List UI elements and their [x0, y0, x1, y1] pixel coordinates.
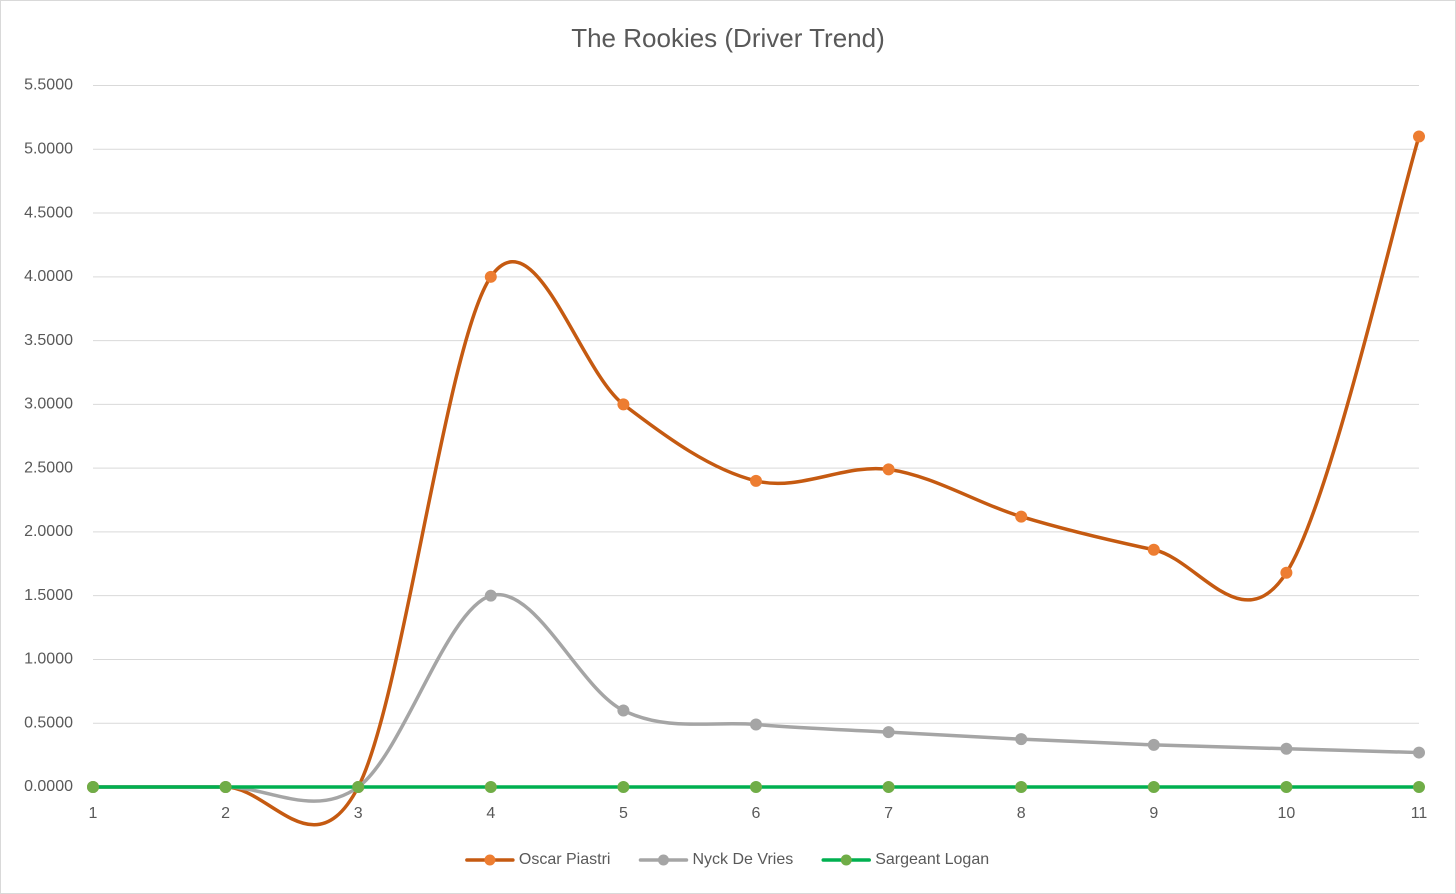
data-point [750, 718, 762, 731]
legend-label: Sargeant Logan [875, 851, 989, 868]
data-point [1147, 738, 1160, 751]
data-point [1280, 566, 1293, 579]
x-tick-label: 5 [619, 805, 628, 822]
data-point [750, 781, 762, 793]
y-tick-label: 1.5000 [24, 587, 73, 604]
y-tick-label: 3.5000 [24, 332, 73, 349]
x-tick-label: 6 [752, 805, 761, 822]
legend-marker [484, 854, 496, 866]
x-tick-label: 10 [1278, 805, 1296, 822]
data-point [617, 398, 630, 411]
data-point [1147, 781, 1160, 793]
x-tick-label: 11 [1411, 805, 1428, 822]
legend-marker [840, 854, 852, 866]
legend-label: Nyck De Vries [692, 851, 793, 868]
x-tick-label: 8 [1017, 805, 1026, 822]
data-point [1413, 781, 1425, 793]
data-point [484, 781, 497, 793]
x-tick-label: 7 [884, 805, 893, 822]
data-point [882, 726, 895, 739]
data-point [750, 474, 762, 487]
x-tick-label: 3 [354, 805, 363, 822]
data-point [484, 270, 497, 283]
y-tick-label: 2.0000 [24, 523, 73, 540]
data-point [1413, 746, 1425, 759]
chart-title: The Rookies (Driver Trend) [571, 23, 885, 53]
series-line [91, 592, 1421, 803]
y-tick-label: 2.5000 [24, 459, 73, 476]
data-point [1280, 742, 1293, 755]
data-point [1015, 733, 1028, 746]
data-point [1147, 543, 1160, 556]
y-tick-label: 4.0000 [24, 268, 73, 285]
data-point [219, 781, 232, 793]
data-point [484, 589, 497, 602]
data-point [617, 781, 630, 793]
y-tick-label: 5.0000 [24, 140, 73, 157]
y-tick-label: 5.5000 [24, 77, 73, 94]
x-tick-label: 1 [89, 805, 98, 822]
y-tick-label: 3.0000 [24, 396, 73, 413]
data-point [617, 704, 630, 717]
y-tick-label: 4.5000 [24, 204, 73, 221]
data-point [1280, 781, 1293, 793]
data-point [882, 463, 895, 476]
data-point [352, 781, 365, 793]
x-tick-label: 2 [221, 805, 230, 822]
data-point [1015, 781, 1028, 793]
legend-marker [657, 854, 669, 866]
series-line [91, 134, 1421, 827]
data-point [1413, 130, 1425, 143]
data-point [882, 781, 895, 793]
y-tick-label: 1.0000 [24, 651, 73, 668]
x-tick-label: 4 [486, 805, 495, 822]
data-point [87, 781, 99, 793]
y-tick-label: 0.0000 [24, 778, 73, 795]
data-point [1015, 510, 1028, 523]
x-tick-label: 9 [1149, 805, 1158, 822]
legend-label: Oscar Piastri [519, 851, 611, 868]
y-tick-label: 0.5000 [24, 714, 73, 731]
